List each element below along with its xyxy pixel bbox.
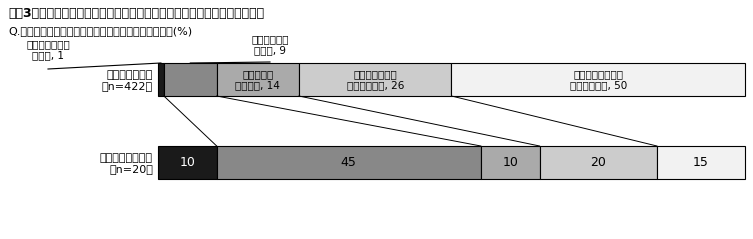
- Bar: [299, 63, 452, 96]
- Text: あまり違和感を
感じなかった, 26: あまり違和感を 感じなかった, 26: [346, 69, 404, 90]
- Text: （n=20）: （n=20）: [109, 164, 153, 174]
- Text: 10: 10: [502, 156, 518, 169]
- Bar: [452, 63, 745, 96]
- Text: どちらとも
いえない, 14: どちらとも いえない, 14: [236, 69, 280, 90]
- Text: 世論調査協会会員: 世論調査協会会員: [100, 153, 153, 163]
- Bar: [158, 146, 217, 179]
- Text: 図表3　前出の性別質問への違和感（アクセスパネル・世論調査協会会員）: 図表3 前出の性別質問への違和感（アクセスパネル・世論調査協会会員）: [8, 7, 264, 20]
- Text: とても違和感を
感じた, 1: とても違和感を 感じた, 1: [26, 39, 70, 61]
- Bar: [217, 146, 481, 179]
- Text: （n=422）: （n=422）: [102, 81, 153, 92]
- Text: 10: 10: [179, 156, 195, 169]
- Text: やや違和感を
感じた, 9: やや違和感を 感じた, 9: [252, 34, 288, 56]
- Text: 15: 15: [693, 156, 709, 169]
- Bar: [158, 63, 164, 96]
- Bar: [657, 146, 745, 179]
- Text: Q.あなたは、前の性別質問に違和感を感じましたか。(%): Q.あなたは、前の性別質問に違和感を感じましたか。(%): [8, 26, 192, 36]
- Text: アクセスパネル: アクセスパネル: [107, 71, 153, 81]
- Bar: [164, 63, 217, 96]
- Bar: [481, 146, 540, 179]
- Bar: [217, 63, 299, 96]
- Bar: [540, 146, 657, 179]
- Text: まったく違和感を
感じなかった, 50: まったく違和感を 感じなかった, 50: [569, 69, 627, 90]
- Text: 45: 45: [341, 156, 357, 169]
- Text: 20: 20: [590, 156, 606, 169]
